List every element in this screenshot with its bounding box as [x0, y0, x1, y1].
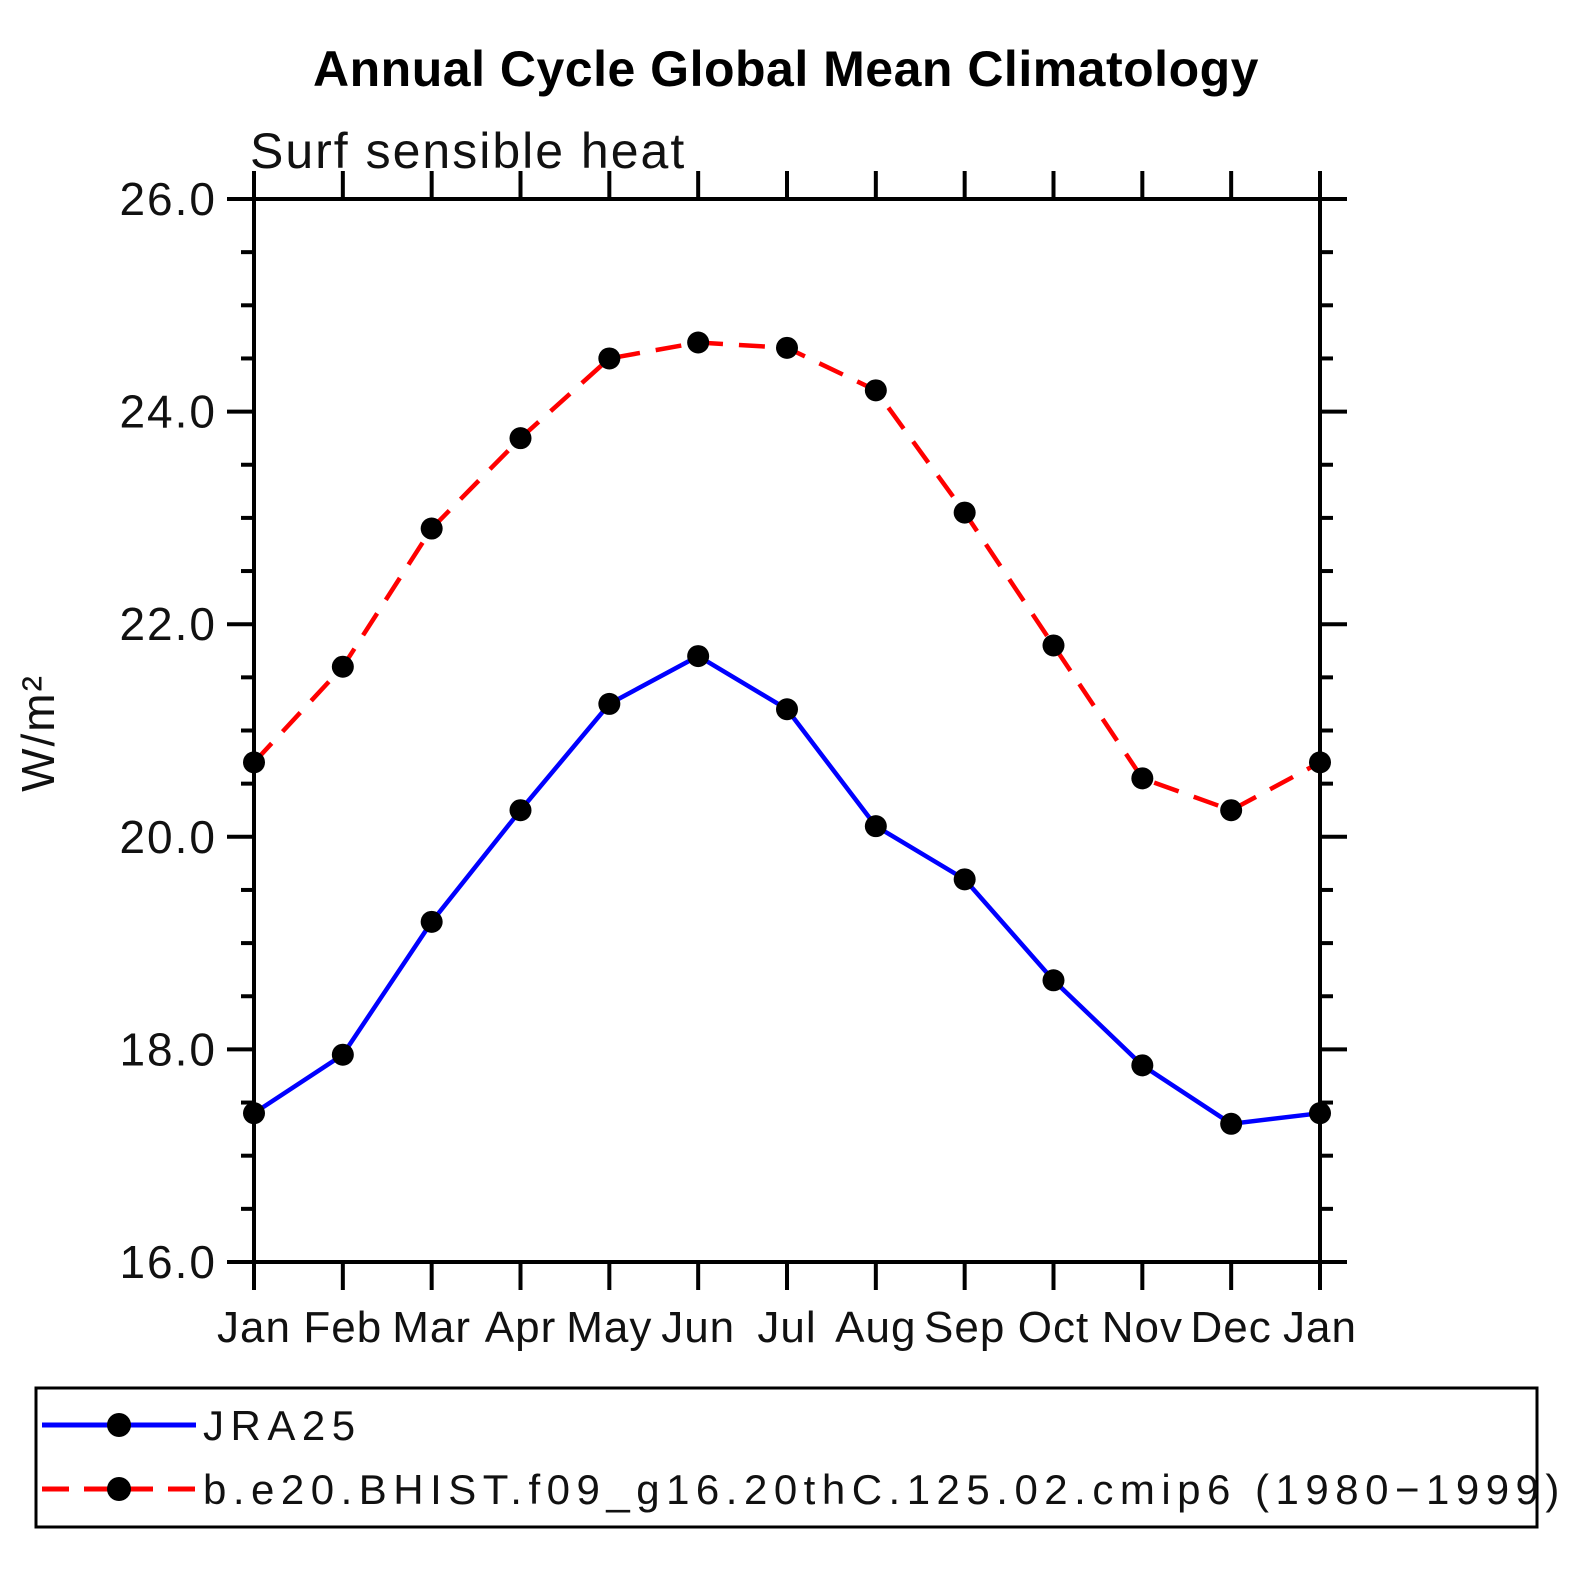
- series-line-dashed: [252, 340, 1322, 813]
- data-point-marker: [509, 799, 532, 822]
- data-point-marker: [1309, 1102, 1331, 1125]
- x-tick-label: Dec: [1191, 1303, 1272, 1352]
- y-tick-label: 20.0: [119, 811, 217, 863]
- data-point-marker: [598, 347, 621, 370]
- x-tick-label: Sep: [924, 1303, 1005, 1352]
- x-tick-label: Oct: [1018, 1303, 1089, 1352]
- data-point-marker: [776, 698, 798, 721]
- axis-ticks: [227, 171, 1347, 1290]
- x-tick-label: Jan: [217, 1303, 291, 1352]
- x-tick-label: Jun: [661, 1303, 735, 1352]
- y-tick-label: 24.0: [119, 386, 217, 438]
- y-axis-label: W/m²: [12, 674, 64, 792]
- series-line-solid: [252, 653, 1321, 1127]
- data-point-marker: [331, 1043, 354, 1066]
- x-tick-labels: Jan Feb Mar Apr May Jun Jul Aug Sep Oct Nov Dec Jan: [217, 1303, 1357, 1352]
- data-point-marker: [687, 331, 710, 354]
- data-point-marker: [864, 379, 887, 402]
- data-series: [243, 331, 1331, 1135]
- data-point-marker: [1131, 1054, 1154, 1077]
- x-tick-label: Apr: [485, 1303, 556, 1352]
- legend: JRA25 b.e20.BHIST.f09_g16.20thC.125.02.cm…: [34, 1386, 1566, 1529]
- data-point-marker: [776, 336, 798, 359]
- data-point-marker: [1131, 767, 1154, 790]
- data-point-marker: [243, 1102, 265, 1125]
- plot-frame: [252, 197, 1322, 1264]
- data-point-marker: [687, 645, 710, 668]
- legend-marker: [107, 1477, 131, 1501]
- data-point-marker: [864, 815, 887, 838]
- legend-label: JRA25: [203, 1402, 362, 1449]
- data-point-marker: [509, 427, 532, 450]
- x-tick-label: Aug: [835, 1303, 916, 1352]
- data-point-marker: [1042, 634, 1065, 657]
- x-tick-label: Nov: [1102, 1303, 1183, 1352]
- data-point-marker: [953, 868, 976, 891]
- legend-marker: [107, 1413, 131, 1437]
- legend-box: [34, 1386, 1539, 1529]
- y-tick-labels: 16.0 18.0 20.0 22.0 24.0 26.0: [119, 173, 217, 1288]
- legend-label: b.e20.BHIST.f09_g16.20thC.125.02.cmip6 (…: [203, 1466, 1566, 1513]
- x-tick-label: May: [566, 1303, 652, 1352]
- data-point-marker: [1220, 799, 1243, 822]
- data-point-marker: [420, 910, 443, 933]
- data-point-marker: [1309, 751, 1331, 774]
- data-point-marker: [1042, 969, 1065, 992]
- x-tick-label: Mar: [392, 1303, 471, 1352]
- x-tick-label: Jan: [1283, 1303, 1357, 1352]
- data-point-marker: [953, 501, 976, 524]
- x-tick-label: Feb: [303, 1303, 382, 1352]
- data-point-marker: [331, 655, 354, 678]
- x-tick-label: Jul: [757, 1303, 816, 1352]
- y-tick-label: 22.0: [119, 598, 217, 650]
- data-point-marker: [420, 517, 443, 540]
- data-point-marker: [1220, 1112, 1243, 1135]
- y-tick-label: 26.0: [119, 173, 217, 225]
- chart-title: Annual Cycle Global Mean Climatology: [313, 41, 1259, 97]
- y-tick-label: 16.0: [119, 1236, 217, 1288]
- data-point-marker: [243, 751, 265, 774]
- data-point-marker: [598, 692, 621, 715]
- chart-subtitle: Surf sensible heat: [250, 123, 686, 179]
- y-tick-label: 18.0: [119, 1023, 217, 1075]
